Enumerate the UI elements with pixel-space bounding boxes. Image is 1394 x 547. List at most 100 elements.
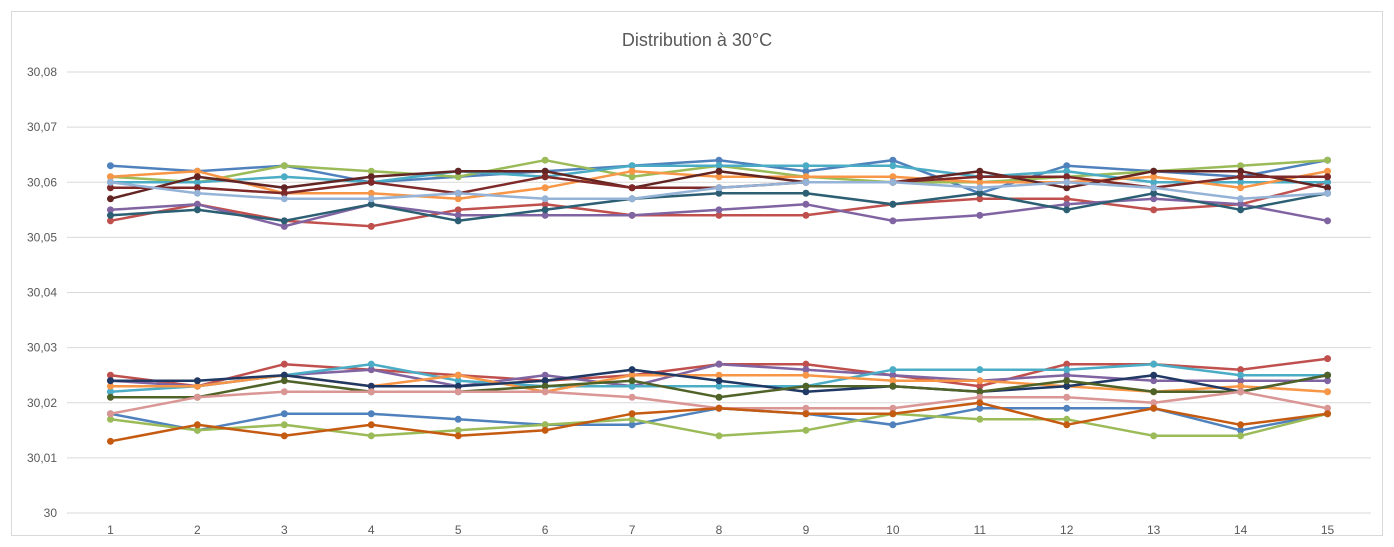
chart-title: Distribution à 30°C xyxy=(621,30,773,50)
chart-frame xyxy=(11,11,1383,536)
data-point xyxy=(367,178,375,186)
data-point xyxy=(280,189,288,197)
data-point xyxy=(280,184,288,192)
y-tick-label: 30 xyxy=(44,506,58,520)
x-tick-label: 7 xyxy=(629,523,636,537)
data-point xyxy=(1324,355,1332,363)
data-point xyxy=(1150,184,1158,192)
data-point xyxy=(541,371,549,379)
data-point xyxy=(106,217,114,225)
data-point xyxy=(976,178,984,186)
data-point xyxy=(541,382,549,390)
data-point xyxy=(106,437,114,445)
data-point xyxy=(1324,178,1332,186)
data-point xyxy=(1063,195,1071,203)
data-point xyxy=(193,173,201,181)
data-point xyxy=(628,377,636,385)
data-point xyxy=(106,393,114,401)
data-point xyxy=(628,162,636,170)
data-point xyxy=(106,178,114,186)
data-point xyxy=(1150,388,1158,396)
data-point xyxy=(802,189,810,197)
data-point xyxy=(1324,189,1332,197)
data-point xyxy=(1324,173,1332,181)
data-point xyxy=(976,173,984,181)
data-point xyxy=(106,388,114,396)
data-point xyxy=(193,426,201,434)
data-point xyxy=(454,415,462,423)
y-tick-label: 30,02 xyxy=(27,396,57,410)
data-point xyxy=(1063,421,1071,429)
data-point xyxy=(1063,393,1071,401)
x-tick-label: 11 xyxy=(974,523,987,537)
data-point xyxy=(367,189,375,197)
data-point xyxy=(715,184,723,192)
data-point xyxy=(280,162,288,170)
data-point xyxy=(106,206,114,214)
data-point xyxy=(976,211,984,219)
data-point xyxy=(1237,195,1245,203)
data-point xyxy=(889,200,897,208)
data-point xyxy=(1063,162,1071,170)
data-point xyxy=(106,382,114,390)
data-point xyxy=(367,421,375,429)
data-point xyxy=(628,382,636,390)
data-point xyxy=(367,360,375,368)
data-point xyxy=(802,211,810,219)
data-point xyxy=(1150,189,1158,197)
data-point xyxy=(628,195,636,203)
data-point xyxy=(106,410,114,418)
data-point xyxy=(889,217,897,225)
data-point xyxy=(1063,360,1071,368)
data-point xyxy=(106,173,114,181)
data-point xyxy=(541,173,549,181)
data-point xyxy=(193,167,201,175)
x-tick-label: 10 xyxy=(886,523,900,537)
data-point xyxy=(628,421,636,429)
data-point xyxy=(106,415,114,423)
data-point xyxy=(367,388,375,396)
data-point xyxy=(541,167,549,175)
data-point xyxy=(715,371,723,379)
data-point xyxy=(541,195,549,203)
data-point xyxy=(889,173,897,181)
data-point xyxy=(976,404,984,412)
data-point xyxy=(280,360,288,368)
data-point xyxy=(1150,167,1158,175)
x-tick-label: 4 xyxy=(368,523,375,537)
data-point xyxy=(715,206,723,214)
data-point xyxy=(715,360,723,368)
data-point xyxy=(715,393,723,401)
data-point xyxy=(976,415,984,423)
data-point xyxy=(1150,206,1158,214)
data-point xyxy=(1063,382,1071,390)
data-point xyxy=(280,377,288,385)
data-point xyxy=(889,377,897,385)
data-point xyxy=(1150,360,1158,368)
data-point xyxy=(454,432,462,440)
data-point xyxy=(1063,366,1071,374)
data-point xyxy=(193,206,201,214)
data-point xyxy=(715,162,723,170)
data-point xyxy=(1150,173,1158,181)
data-point xyxy=(1324,388,1332,396)
data-point xyxy=(1063,200,1071,208)
data-point xyxy=(1237,178,1245,186)
data-point xyxy=(454,167,462,175)
data-point xyxy=(889,410,897,418)
data-point xyxy=(367,382,375,390)
data-point xyxy=(367,167,375,175)
data-point xyxy=(367,432,375,440)
data-point xyxy=(367,410,375,418)
data-point xyxy=(541,388,549,396)
series-10 xyxy=(106,178,1332,203)
data-point xyxy=(1150,377,1158,385)
data-point xyxy=(193,393,201,401)
data-point xyxy=(454,173,462,181)
data-point xyxy=(280,421,288,429)
x-tick-label: 15 xyxy=(1321,523,1335,537)
data-point xyxy=(889,156,897,164)
data-point xyxy=(1237,426,1245,434)
data-point xyxy=(1150,195,1158,203)
